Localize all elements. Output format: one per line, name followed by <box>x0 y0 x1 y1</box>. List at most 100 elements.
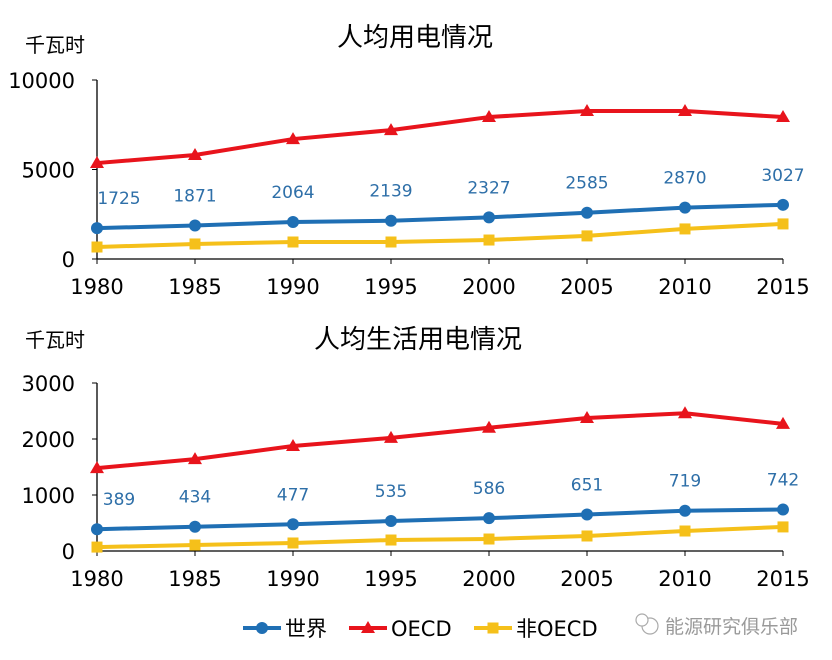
x-tick-label: 2015 <box>756 275 809 299</box>
data-point <box>776 416 790 429</box>
data-point <box>678 406 692 419</box>
series-line <box>96 524 784 550</box>
data-label: 434 <box>179 488 211 508</box>
x-tick-label: 1980 <box>70 567 123 591</box>
data-point <box>188 452 202 465</box>
y-axis-label: 千瓦时 <box>25 33 85 57</box>
data-label: 2139 <box>369 182 412 202</box>
legend-label: 世界 <box>285 617 327 641</box>
data-point <box>286 439 300 451</box>
x-tick-label: 2000 <box>462 567 515 591</box>
data-point <box>483 211 495 224</box>
legend-label: OECD <box>391 617 452 641</box>
data-point <box>777 503 789 516</box>
data-label: 2064 <box>271 183 314 203</box>
data-point <box>189 219 201 232</box>
data-point <box>286 132 300 145</box>
y-tick-label: 0 <box>62 540 75 564</box>
data-label: 742 <box>767 470 799 490</box>
series-line <box>96 108 784 166</box>
y-tick-label: 5000 <box>22 159 75 183</box>
data-point <box>384 123 398 136</box>
data-point <box>777 198 789 211</box>
legend-item: 世界 <box>243 617 327 641</box>
data-point <box>483 533 495 545</box>
chart-title: 人均生活用电情况 <box>314 325 522 355</box>
data-point <box>385 515 397 528</box>
data-point <box>189 520 201 533</box>
data-label: 651 <box>571 476 603 496</box>
data-point <box>776 110 790 123</box>
data-label: 389 <box>103 490 135 510</box>
data-point <box>385 236 397 248</box>
watermark-text: 能源研究俱乐部 <box>665 616 798 638</box>
data-point <box>679 223 691 235</box>
watermark: 能源研究俱乐部 <box>635 613 798 638</box>
data-point <box>90 461 104 474</box>
data-label: 719 <box>669 472 701 492</box>
data-label: 586 <box>473 479 505 499</box>
x-tick-label: 2015 <box>756 567 809 591</box>
data-label: 3027 <box>761 166 804 186</box>
x-tick-label: 1985 <box>168 275 221 299</box>
series-OECD <box>90 103 790 169</box>
data-point <box>91 241 103 253</box>
x-tick-label: 1990 <box>266 567 319 591</box>
data-point <box>91 222 103 235</box>
data-point <box>777 521 789 533</box>
x-tick-label: 2010 <box>658 567 711 591</box>
data-point <box>777 218 789 230</box>
series-line <box>96 411 784 471</box>
data-label: 2327 <box>467 178 510 198</box>
series-世界: 1725 1871 2064 2139 2327 2585 2870 3027 <box>91 166 805 235</box>
wechat-icon-bubble <box>635 613 649 627</box>
data-point <box>188 148 202 161</box>
chart-panel-1: 人均用电情况 千瓦时 0 5000 10000 1980 1985 1990 1995 2000 2… <box>8 23 810 299</box>
chart-title: 人均用电情况 <box>337 23 493 53</box>
data-label: 535 <box>375 482 407 502</box>
x-tick-label: 1990 <box>266 275 319 299</box>
series-非OECD <box>91 218 789 253</box>
data-point <box>482 420 496 433</box>
data-point <box>287 216 299 229</box>
data-point <box>580 103 594 116</box>
series-OECD <box>90 406 790 474</box>
data-point <box>581 206 593 219</box>
data-label: 2870 <box>663 169 706 189</box>
data-point <box>678 103 692 116</box>
data-point <box>90 156 104 169</box>
legend-marker <box>361 621 375 633</box>
data-label: 1871 <box>173 187 216 207</box>
x-tick-label: 2000 <box>462 275 515 299</box>
data-point <box>482 110 496 123</box>
data-point <box>679 525 691 537</box>
data-point <box>679 504 691 517</box>
data-point <box>385 214 397 227</box>
series-非OECD <box>91 521 789 553</box>
data-label: 1725 <box>97 189 140 209</box>
data-point <box>189 238 201 250</box>
legend-item: OECD <box>349 617 452 641</box>
y-axis-label: 千瓦时 <box>25 328 85 352</box>
series-世界: 389 434 477 535 586 651 719 742 <box>91 470 799 536</box>
y-tick-label: 2000 <box>22 428 75 452</box>
data-point <box>581 230 593 242</box>
x-tick-label: 2005 <box>560 275 613 299</box>
y-tick-label: 3000 <box>22 372 75 396</box>
data-point <box>580 411 594 423</box>
series-line <box>96 221 784 250</box>
legend-marker <box>256 622 268 634</box>
data-label: 2585 <box>565 174 608 194</box>
x-tick-label: 1985 <box>168 567 221 591</box>
data-point <box>483 234 495 246</box>
data-label: 477 <box>277 485 309 505</box>
chart-panel-2: 人均生活用电情况 千瓦时 0 1000 2000 3000 1980 1985 1990 1995… <box>22 325 810 591</box>
data-point <box>385 534 397 546</box>
y-tick-label: 1000 <box>22 484 75 508</box>
data-point <box>384 430 398 443</box>
data-point <box>287 518 299 531</box>
data-point <box>91 541 103 553</box>
series-line <box>96 507 784 532</box>
